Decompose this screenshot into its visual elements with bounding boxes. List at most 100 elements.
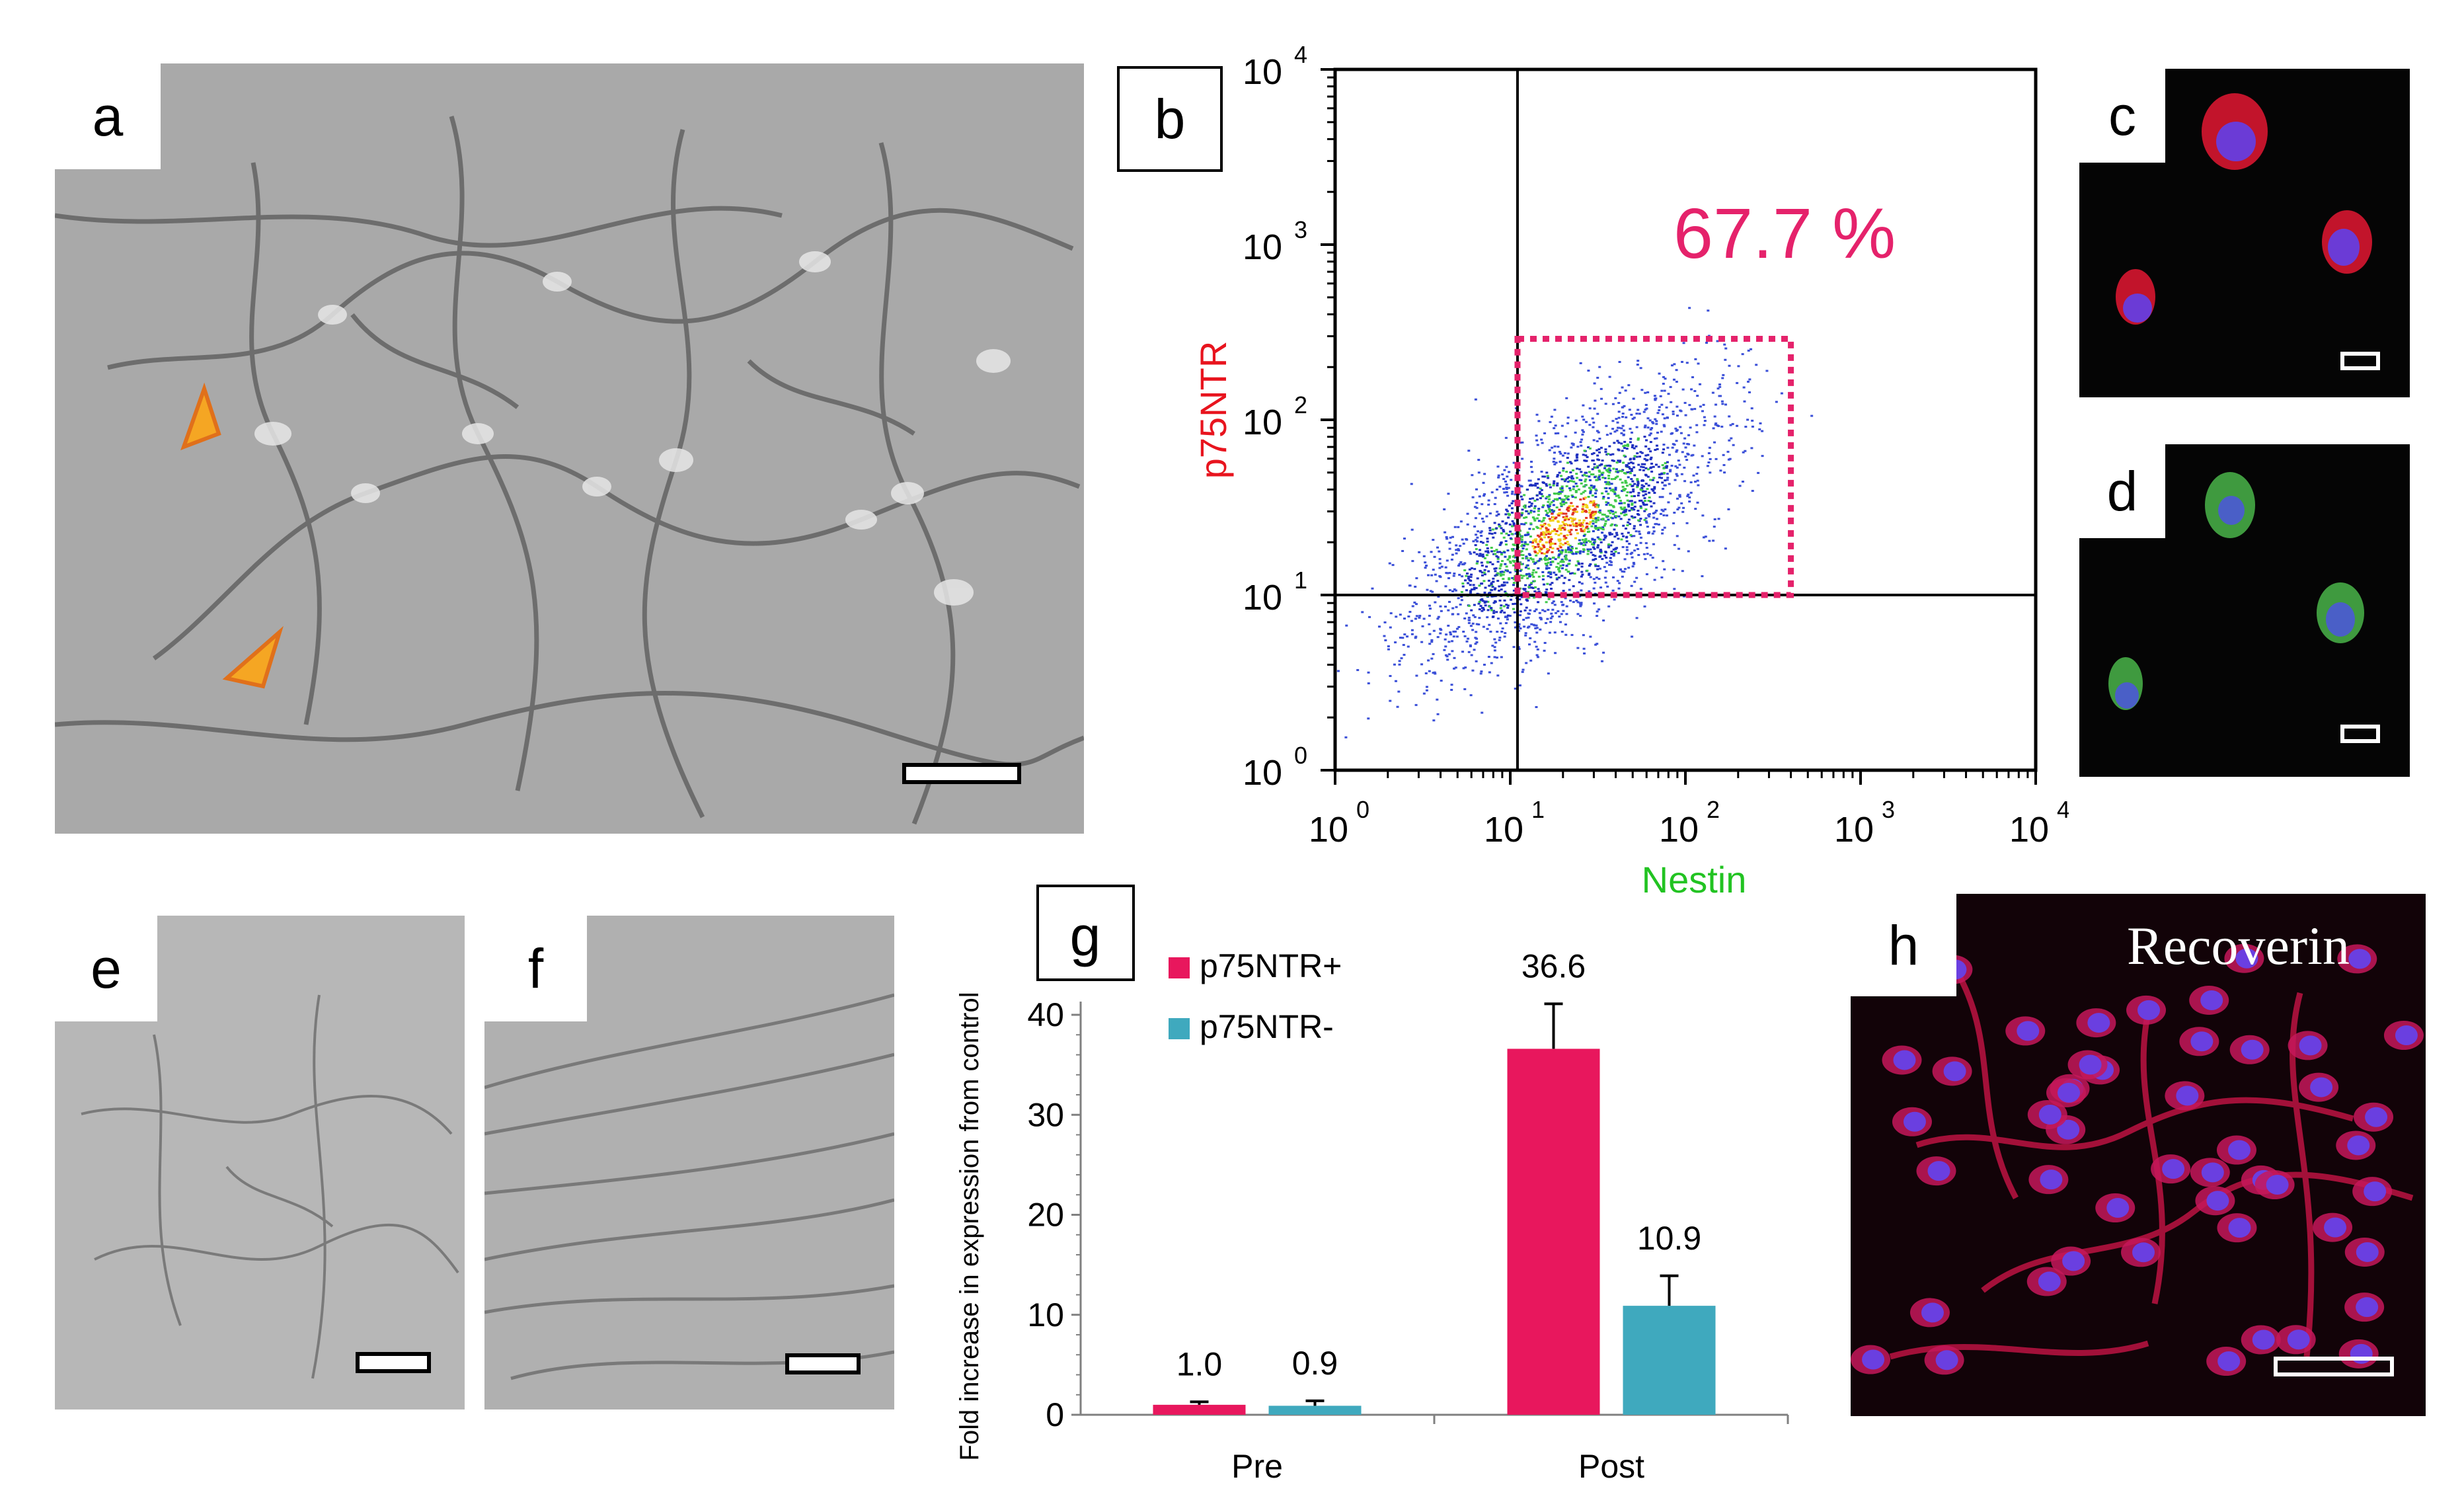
flow-event	[1479, 553, 1482, 555]
flow-event	[1576, 532, 1580, 535]
flow-event	[1504, 555, 1507, 558]
flow-event	[1640, 463, 1644, 465]
flow-event	[1430, 551, 1433, 553]
flow-event	[1622, 445, 1625, 448]
flow-event	[1565, 471, 1568, 473]
flow-event	[1450, 558, 1453, 561]
flow-event	[1482, 481, 1485, 484]
cell-network-texture	[55, 116, 1084, 825]
flow-event	[1586, 553, 1590, 555]
flow-event	[1483, 600, 1486, 603]
flow-event	[1487, 579, 1490, 582]
flow-event	[1645, 407, 1648, 410]
flow-event	[1718, 395, 1721, 397]
scale-bar	[356, 1352, 431, 1373]
flow-event	[1525, 548, 1528, 551]
flow-event	[1578, 524, 1581, 526]
panel-label-b: b	[1117, 66, 1223, 172]
flow-event	[1589, 491, 1592, 493]
flow-event	[1608, 534, 1611, 536]
flow-event	[1621, 406, 1625, 409]
flow-event	[1367, 682, 1370, 685]
flow-event	[1539, 618, 1543, 621]
flow-event	[1542, 504, 1545, 507]
flow-event	[1480, 670, 1483, 673]
flow-event	[1527, 612, 1530, 615]
flow-event	[1681, 360, 1684, 363]
cell-nucleus	[2364, 1181, 2387, 1202]
flow-event	[1621, 481, 1624, 484]
flow-event	[1475, 631, 1478, 633]
flow-event	[1619, 506, 1623, 509]
flow-event	[1567, 506, 1570, 509]
flow-event	[1533, 510, 1536, 513]
flow-event	[1483, 569, 1486, 571]
flow-event	[1465, 612, 1468, 615]
flow-event	[1488, 532, 1491, 535]
flow-event	[1613, 528, 1616, 531]
flow-event	[1484, 600, 1488, 603]
flow-event	[1520, 563, 1523, 566]
flow-event	[1493, 649, 1496, 652]
flow-event	[1728, 364, 1731, 367]
flow-event	[1479, 672, 1482, 675]
flow-event	[1561, 454, 1564, 457]
flow-event	[1584, 539, 1588, 541]
flow-event	[1525, 598, 1528, 601]
flow-event	[1606, 481, 1609, 483]
flow-event	[1413, 601, 1416, 604]
flow-event	[1596, 643, 1599, 645]
flow-event	[1518, 614, 1521, 617]
flow-event	[1457, 625, 1461, 628]
flow-event	[1684, 456, 1687, 458]
flow-event	[1411, 560, 1414, 563]
flow-event	[1494, 575, 1497, 577]
flow-event	[1546, 582, 1549, 585]
flow-event	[1502, 581, 1506, 584]
flow-event	[1644, 490, 1647, 493]
flow-event	[1528, 554, 1531, 557]
flow-event	[1472, 584, 1475, 586]
flow-event	[1630, 584, 1633, 587]
x-tick-exponent: 2	[1707, 796, 1720, 823]
flow-event	[1506, 614, 1510, 617]
flow-event	[1578, 602, 1582, 604]
flow-event	[1434, 672, 1437, 675]
flow-event	[1389, 626, 1392, 629]
flow-event	[1723, 343, 1726, 346]
flow-event	[1509, 561, 1512, 564]
flow-event	[1478, 584, 1481, 587]
arrowhead-marker	[222, 625, 284, 689]
flow-event	[1543, 546, 1546, 549]
flow-event	[1470, 609, 1473, 612]
flow-event	[1594, 526, 1597, 529]
flow-event	[1539, 557, 1542, 560]
flow-event	[1525, 606, 1528, 609]
flow-event	[1652, 512, 1655, 515]
flow-event	[1540, 438, 1543, 441]
flow-event	[1557, 562, 1560, 565]
flow-event	[1627, 518, 1631, 521]
flow-event	[1414, 637, 1417, 639]
flow-event	[1422, 617, 1426, 620]
flow-event	[1475, 488, 1478, 491]
flow-event	[1500, 532, 1503, 535]
flow-event	[1457, 526, 1460, 528]
flow-event	[1532, 575, 1535, 578]
flow-event	[1603, 477, 1607, 479]
flow-event	[1565, 605, 1568, 608]
flow-event	[1576, 477, 1579, 479]
flow-event	[1579, 550, 1582, 553]
flow-event	[1724, 403, 1727, 406]
flow-event	[1345, 624, 1348, 627]
flow-event	[1633, 455, 1636, 457]
flow-event	[1645, 522, 1648, 524]
flow-event	[1486, 551, 1490, 554]
flow-event	[1523, 609, 1527, 612]
flow-event	[1566, 417, 1570, 419]
flow-event	[1609, 516, 1613, 519]
flow-event	[1598, 537, 1601, 540]
flow-event	[1418, 616, 1421, 619]
flow-event	[1555, 461, 1558, 464]
cell-nucleus	[2228, 1218, 2251, 1238]
